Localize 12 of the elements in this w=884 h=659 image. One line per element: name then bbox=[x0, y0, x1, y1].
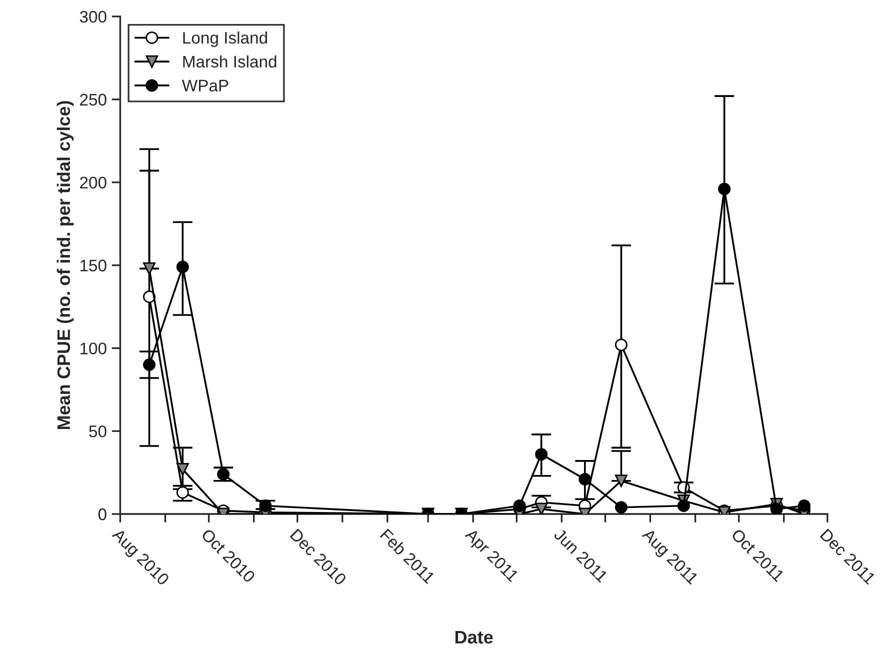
x-axis-title: Date bbox=[455, 630, 493, 644]
y-tick-label: 100 bbox=[80, 342, 106, 354]
y-tick-label: 0 bbox=[98, 508, 106, 520]
y-tick-label: 300 bbox=[80, 10, 106, 23]
y-tick-label: 250 bbox=[80, 94, 106, 106]
legend-label: Long Island bbox=[183, 31, 267, 48]
legend-label: WPaP bbox=[182, 80, 228, 92]
y-tick-label: 200 bbox=[80, 176, 106, 189]
legend-label: Marsh Island bbox=[183, 55, 276, 68]
y-tick-label: 150 bbox=[80, 260, 106, 272]
y-axis-title: Mean CPUE (no. of ind. per tidal cylce) bbox=[56, 101, 74, 430]
y-tick-label: 50 bbox=[89, 425, 106, 438]
